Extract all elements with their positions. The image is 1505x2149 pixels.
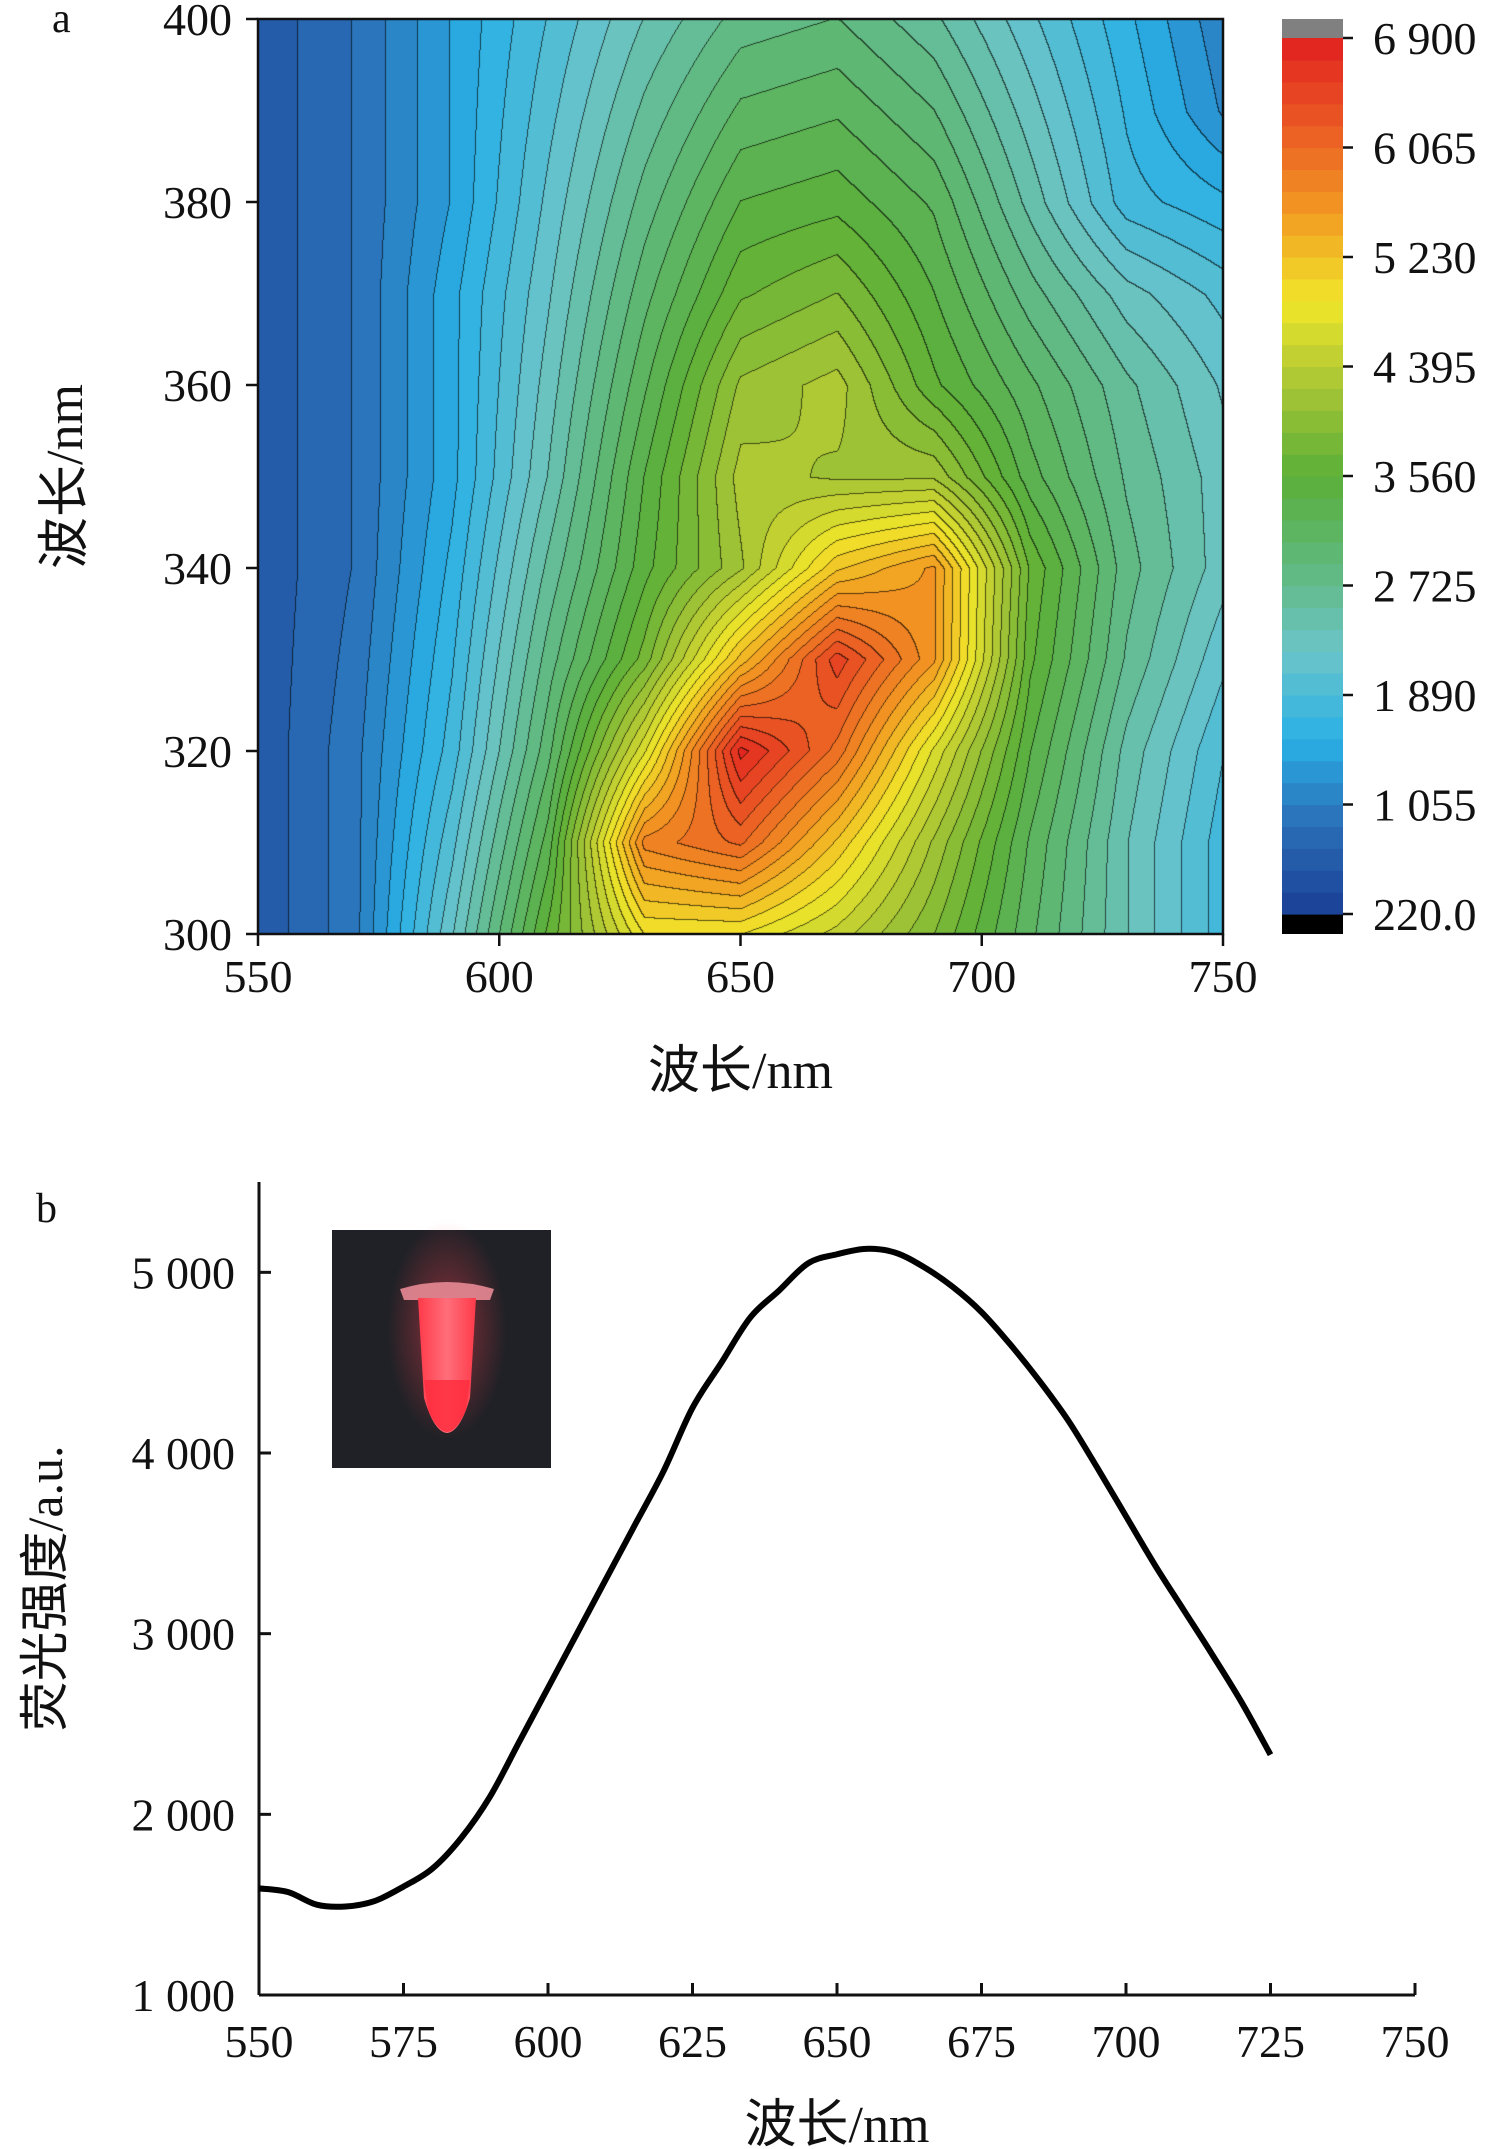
colorbar-band	[1282, 257, 1343, 280]
x-tick-label: 600	[465, 951, 534, 1002]
colorbar-band	[1282, 651, 1343, 674]
y-tick-label: 4 000	[132, 1428, 236, 1479]
y-tick-label: 1 000	[132, 1970, 236, 2021]
x-tick-label: 650	[803, 2016, 872, 2067]
x-tick-label: 675	[947, 2016, 1016, 2067]
colorbar-band	[1282, 738, 1343, 762]
colorbar-tick-label: 1 890	[1373, 670, 1477, 721]
colorbar-band	[1282, 103, 1343, 127]
colorbar-band	[1282, 629, 1343, 652]
colorbar-tick-label: 220.0	[1373, 889, 1477, 940]
y-tick-label: 320	[163, 726, 232, 777]
colorbar-band	[1282, 848, 1343, 871]
colorbar-band	[1282, 278, 1343, 302]
colorbar-under	[1282, 914, 1343, 934]
colorbar-band	[1282, 191, 1343, 214]
panel-label: b	[36, 1186, 57, 1232]
colorbar-tick-label: 2 725	[1373, 561, 1477, 612]
colorbar-band	[1282, 760, 1343, 784]
colorbar-band	[1282, 432, 1343, 455]
colorbar-band	[1282, 169, 1343, 192]
colorbar-band	[1282, 804, 1343, 827]
colorbar-band	[1282, 322, 1343, 346]
y-tick-label: 5 000	[132, 1247, 236, 1298]
x-tick-label: 625	[658, 2016, 727, 2067]
x-tick-label: 575	[369, 2016, 438, 2067]
colorbar-band	[1282, 300, 1343, 324]
heatmap-contour-image	[258, 19, 1223, 934]
colorbar-tick-label: 6 065	[1373, 123, 1477, 174]
x-axis-title: 波长/nm	[648, 1043, 833, 1100]
colorbar-band	[1282, 870, 1343, 893]
x-tick-label: 725	[1236, 2016, 1305, 2067]
y-tick-label: 360	[163, 360, 232, 411]
colorbar-band	[1282, 476, 1343, 499]
y-tick-label: 340	[163, 543, 232, 594]
x-tick-label: 750	[1189, 951, 1258, 1002]
x-tick-label: 700	[1092, 2016, 1161, 2067]
colorbar-band	[1282, 59, 1343, 83]
colorbar-band	[1282, 585, 1343, 608]
colorbar-band	[1282, 541, 1343, 565]
colorbar-band	[1282, 607, 1343, 630]
colorbar-band	[1282, 782, 1343, 806]
x-tick-label: 750	[1381, 2016, 1450, 2067]
inset-photo	[332, 1220, 551, 1468]
colorbar-band	[1282, 673, 1343, 696]
inset-photo-part	[424, 1380, 470, 1432]
colorbar-tick-label: 4 395	[1373, 342, 1477, 393]
colorbar-band	[1282, 147, 1343, 170]
chart-a: 550 600 650 700 750 300 320 340 360 380 400 波长/nm 波长…	[37, 0, 1477, 1100]
panel-label: a	[52, 0, 71, 42]
colorbar-tick-label: 3 560	[1373, 451, 1477, 502]
colorbar-band	[1282, 81, 1343, 105]
y-axis-title: 波长/nm	[37, 384, 94, 569]
y-tick-label: 400	[163, 0, 232, 45]
colorbar-band	[1282, 38, 1343, 61]
colorbar-band	[1282, 366, 1343, 389]
colorbar-band	[1282, 519, 1343, 543]
colorbar-band	[1282, 235, 1343, 258]
x-tick-label: 600	[514, 2016, 583, 2067]
colorbar-over	[1282, 19, 1343, 38]
colorbar-tick-label: 5 230	[1373, 232, 1477, 283]
colorbar-band	[1282, 454, 1343, 477]
colorbar-tick-label: 6 900	[1373, 13, 1477, 64]
colorbar-band	[1282, 125, 1343, 149]
x-tick-label: 550	[224, 951, 293, 1002]
x-tick-label: 700	[947, 951, 1016, 1002]
colorbar-band	[1282, 826, 1343, 849]
y-tick-label: 300	[163, 909, 232, 960]
colorbar-band	[1282, 344, 1343, 368]
colorbar-band	[1282, 213, 1343, 236]
y-axis-title: 荧光强度/a.u.	[17, 1445, 73, 1731]
y-tick-label: 3 000	[132, 1609, 236, 1660]
colorbar-band	[1282, 695, 1343, 718]
y-tick-label: 380	[163, 177, 232, 228]
colorbar-band	[1282, 892, 1343, 915]
colorbar-band	[1282, 497, 1343, 521]
inset-photo-part	[400, 1282, 494, 1300]
colorbar-band	[1282, 410, 1343, 433]
colorbar-band	[1282, 716, 1343, 740]
y-tick-label: 2 000	[132, 1789, 236, 1840]
x-tick-label: 650	[706, 951, 775, 1002]
colorbar-band	[1282, 563, 1343, 587]
colorbar-band	[1282, 388, 1343, 411]
colorbar-tick-label: 1 055	[1373, 780, 1477, 831]
spectrum-line	[258, 1245, 1274, 1910]
x-tick-label: 550	[225, 2016, 294, 2067]
x-axis-title: 波长/nm	[745, 2097, 930, 2149]
